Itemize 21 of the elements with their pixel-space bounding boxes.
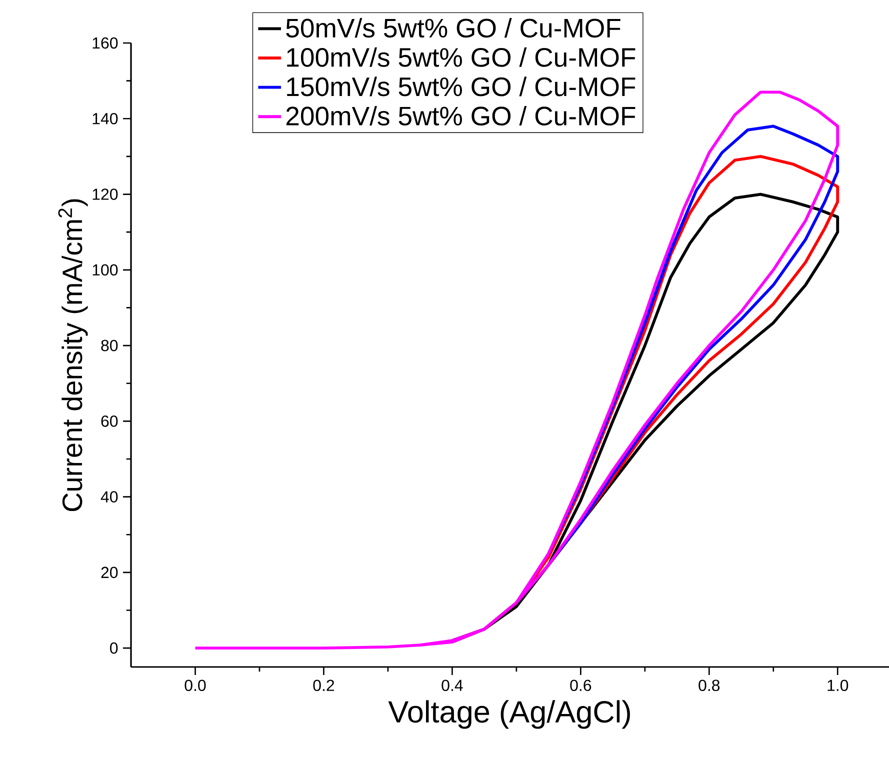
y-tick-label: 100 [92, 264, 118, 276]
legend-label: 150mV/s 5wt% GO / Cu-MOF [287, 76, 636, 96]
y-tick-label: 20 [101, 566, 118, 578]
legend-label: 50mV/s 5wt% GO / Cu-MOF [286, 18, 620, 38]
y-tick-label: 120 [92, 188, 118, 200]
legend-label: 200mV/s 5wt% GO / Cu-MOF [286, 106, 636, 126]
legend-label: 100mV/s 5wt% GO / Cu-MOF [287, 47, 636, 67]
x-tick-label: 0.8 [698, 680, 720, 692]
x-axis-title: Voltage (Ag/AgCl) [388, 700, 630, 729]
x-tick-label: 0.6 [570, 680, 592, 692]
y-tick-label: 160 [92, 37, 118, 49]
x-tick-label: 0.2 [313, 680, 334, 692]
y-tick-label: 40 [100, 491, 118, 502]
x-tick-label: 0.4 [442, 680, 463, 692]
y-tick-label: 60 [101, 416, 118, 427]
y-tick-label: 140 [92, 112, 118, 124]
x-tick-label: 1.0 [828, 680, 848, 692]
y-axis-title: Current density (mA/cm$^{2}$) [58, 199, 88, 512]
y-tick-label: 0 [110, 642, 118, 654]
y-tick-label: 80 [101, 340, 118, 352]
x-tick-label: 0.0 [184, 680, 206, 692]
